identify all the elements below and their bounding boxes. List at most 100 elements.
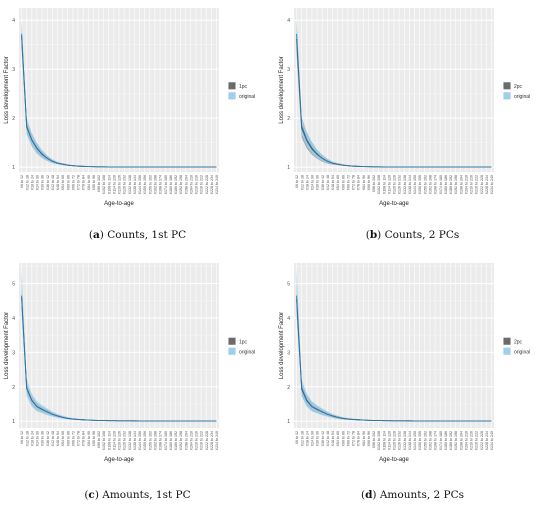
x-tick-label: X198 to 204 xyxy=(184,175,188,194)
x-tick-label: X120 to 126 xyxy=(393,175,397,194)
x-tick-label: X144 to 150 xyxy=(138,175,142,194)
legend-label: original xyxy=(239,349,255,355)
x-tick-label: X96 to 102 xyxy=(97,431,101,448)
x-tick-label: X6 to 12 xyxy=(20,175,24,188)
x-tick-label: X120 to 126 xyxy=(118,175,122,194)
y-axis-label: Loss development Factor xyxy=(279,56,285,123)
x-tick-label: X90 to 96 xyxy=(92,175,96,190)
caption-letter: c xyxy=(88,489,95,501)
y-tick-label: 1 xyxy=(287,165,290,171)
x-tick-label: X234 to 240 xyxy=(215,175,219,194)
x-tick-label: X78 to 84 xyxy=(82,175,86,190)
x-tick-label: X66 to 72 xyxy=(346,431,350,446)
x-tick-label: X48 to 54 xyxy=(56,431,60,446)
x-tick-label: X150 to 156 xyxy=(418,431,422,450)
x-tick-label: X162 to 168 xyxy=(428,175,432,194)
x-tick-label: X36 to 42 xyxy=(321,431,325,446)
legend-key-2pc xyxy=(503,82,511,90)
x-tick-label: X102 to 108 xyxy=(102,175,106,194)
x-tick-label: X162 to 168 xyxy=(428,431,432,450)
x-tick-label: X228 to 234 xyxy=(485,431,489,450)
x-tick-label: X174 to 180 xyxy=(439,175,443,194)
x-tick-label: X108 to 114 xyxy=(382,431,386,450)
x-tick-label: X54 to 60 xyxy=(61,431,65,446)
caption-c: (c) Amounts, 1st PC xyxy=(84,489,191,501)
x-tick-label: X228 to 234 xyxy=(210,175,214,194)
caption-a: (a) Counts, 1st PC xyxy=(88,229,187,241)
x-tick-label: X78 to 84 xyxy=(357,431,361,446)
x-axis-label: Age-to-age xyxy=(104,201,134,207)
x-tick-label: X72 to 78 xyxy=(352,175,356,190)
x-tick-label: X6 to 12 xyxy=(20,431,24,444)
series-line-original xyxy=(296,33,492,168)
x-tick-label: X150 to 156 xyxy=(143,431,147,450)
x-tick-label: X126 to 132 xyxy=(398,175,402,194)
x-tick-label: X30 to 36 xyxy=(316,431,320,446)
y-tick-label: 3 xyxy=(287,67,290,73)
y-tick-label: 2 xyxy=(287,385,290,391)
legend-key-original xyxy=(503,347,511,355)
legend-key-original xyxy=(503,92,511,100)
x-tick-label: X102 to 108 xyxy=(102,431,106,450)
legend-key-2pc xyxy=(503,337,511,345)
x-tick-label: X228 to 234 xyxy=(210,431,214,450)
x-tick-label: X234 to 240 xyxy=(490,175,494,194)
x-tick-label: X114 to 120 xyxy=(112,175,116,194)
caption-letter: d xyxy=(365,489,373,501)
caption-b: (b) Counts, 2 PCs xyxy=(365,229,460,241)
x-tick-label: X222 to 228 xyxy=(480,431,484,450)
y-tick-label: 4 xyxy=(287,18,290,24)
legend-label: original xyxy=(514,94,530,100)
y-tick-label: 5 xyxy=(12,282,15,288)
x-axis-label: Age-to-age xyxy=(104,457,134,463)
x-tick-label: X138 to 144 xyxy=(133,175,137,194)
x-tick-label: X78 to 84 xyxy=(357,175,361,190)
x-tick-label: X198 to 204 xyxy=(459,175,463,194)
chart-panel-c: 1 2 3 4 5 X6 to 12 X12 to 18 X18 to 24 X24 to 30… xyxy=(0,259,275,518)
series-band-original xyxy=(296,268,492,422)
x-tick-label: X150 to 156 xyxy=(418,175,422,194)
x-tick-label: X48 to 54 xyxy=(56,175,60,190)
x-tick-label: X186 to 192 xyxy=(174,175,178,194)
series-line-original xyxy=(21,33,217,168)
x-tick-label: X72 to 78 xyxy=(77,431,81,446)
caption-d: (d) Amounts, 2 PCs xyxy=(360,489,465,501)
x-tick-label: X150 to 156 xyxy=(143,175,147,194)
x-tick-label: X144 to 150 xyxy=(413,431,417,450)
y-tick-label: 4 xyxy=(12,18,15,24)
legend-label: 1pc xyxy=(239,339,248,345)
x-tick-label: X186 to 192 xyxy=(449,431,453,450)
caption-letter: a xyxy=(92,229,100,241)
x-tick-label: X156 to 162 xyxy=(148,431,152,450)
x-tick-label: X216 to 222 xyxy=(200,431,204,450)
x-tick-label: X216 to 222 xyxy=(475,175,479,194)
x-tick-label: X114 to 120 xyxy=(387,431,391,450)
x-tick-label: X36 to 42 xyxy=(46,175,50,190)
y-tick-label: 2 xyxy=(12,116,15,122)
x-tick-label: X186 to 192 xyxy=(449,175,453,194)
x-tick-label: X60 to 66 xyxy=(66,431,70,446)
x-tick-label: X90 to 96 xyxy=(367,175,371,190)
x-tick-label: X42 to 48 xyxy=(326,175,330,190)
x-tick-label: X36 to 42 xyxy=(321,175,325,190)
x-tick-label: X222 to 228 xyxy=(205,431,209,450)
x-tick-label: X222 to 228 xyxy=(480,175,484,194)
x-tick-label: X6 to 12 xyxy=(295,431,299,444)
x-tick-label: X30 to 36 xyxy=(41,431,45,446)
x-tick-label: X108 to 114 xyxy=(382,175,386,194)
x-tick-label: X90 to 96 xyxy=(367,431,371,446)
x-tick-label: X132 to 138 xyxy=(128,431,132,450)
x-tick-label: X102 to 108 xyxy=(377,431,381,450)
x-tick-label: X138 to 144 xyxy=(408,175,412,194)
x-tick-label: X192 to 198 xyxy=(454,431,458,450)
y-axis-label: Loss development Factor xyxy=(279,312,285,379)
x-tick-label: X24 to 30 xyxy=(311,175,315,190)
x-tick-label: X96 to 102 xyxy=(97,175,101,192)
y-axis-label: Loss development Factor xyxy=(4,56,10,123)
y-tick-label: 1 xyxy=(12,165,15,171)
x-tick-label: X42 to 48 xyxy=(51,175,55,190)
x-tick-label: X66 to 72 xyxy=(71,175,75,190)
x-tick-label: X120 to 126 xyxy=(393,431,397,450)
